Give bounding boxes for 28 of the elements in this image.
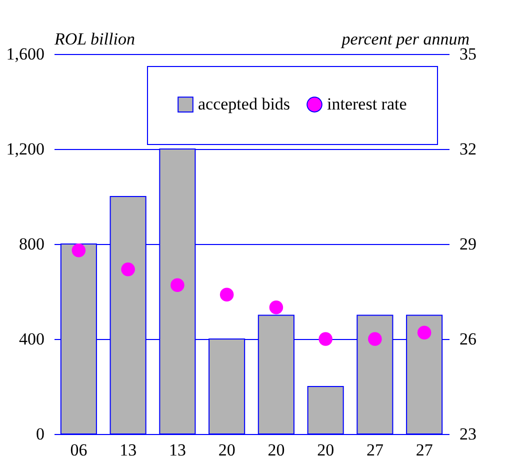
- point: [368, 332, 382, 346]
- point: [220, 288, 234, 302]
- y-axis-title: ROL billion: [54, 30, 135, 48]
- y2-tick-label: 26: [460, 330, 476, 348]
- x-tick-label: 13: [120, 440, 137, 460]
- x-tick-label: 13: [168, 440, 186, 460]
- x-tick-label: 27: [366, 440, 384, 460]
- y2-tick-label: 23: [460, 424, 476, 444]
- x-tick-label: 20: [317, 440, 334, 460]
- point: [318, 332, 332, 346]
- legend-label: interest rate: [327, 94, 407, 114]
- y-tick-label: 1,600: [6, 44, 44, 64]
- point: [121, 262, 135, 276]
- y-tick-label: 1,200: [6, 140, 44, 158]
- point: [170, 278, 184, 292]
- legend-label: accepted bids: [198, 94, 290, 114]
- x-tick-label: 20: [218, 440, 236, 460]
- y2-tick-label: 29: [460, 234, 476, 254]
- x-tick-label: 06: [70, 440, 88, 460]
- point: [72, 243, 86, 258]
- y-tick-label: 800: [19, 234, 44, 254]
- x-tick-label: 27: [416, 440, 434, 460]
- y2-tick-label: 32: [460, 140, 476, 158]
- y-tick-label: 400: [19, 330, 44, 348]
- point: [417, 326, 432, 340]
- point: [269, 300, 284, 314]
- y-tick-label: 0: [36, 424, 44, 444]
- x-tick-label: 20: [268, 440, 285, 460]
